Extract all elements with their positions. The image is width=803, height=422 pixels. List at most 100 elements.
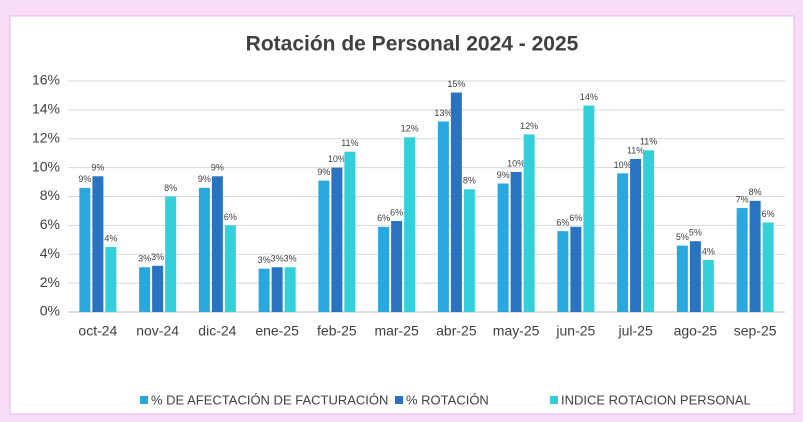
bar	[450, 92, 462, 312]
x-tick-label: sep-25	[734, 323, 777, 339]
chart-title: Rotación de Personal 2024 - 2025	[246, 33, 579, 56]
x-tick-label: ago-25	[674, 323, 718, 339]
y-tick-label: 2%	[40, 274, 60, 290]
bar	[749, 200, 761, 312]
y-tick-label: 4%	[40, 245, 60, 261]
data-label: 8%	[164, 183, 177, 193]
x-tick-label: oct-24	[78, 323, 117, 339]
data-label: 5%	[676, 232, 689, 242]
bar	[630, 158, 642, 312]
bar	[583, 105, 595, 312]
data-label: 3%	[138, 254, 151, 264]
bar	[689, 241, 701, 312]
bar	[105, 247, 117, 312]
bar	[736, 208, 748, 312]
data-label: 3%	[151, 252, 164, 262]
data-label: 3%	[258, 255, 271, 265]
x-tick-label: may-25	[493, 323, 540, 339]
bar	[702, 260, 714, 312]
bar	[344, 151, 356, 312]
bar	[378, 226, 390, 312]
y-tick-label: 14%	[32, 101, 60, 117]
data-label: 6%	[224, 212, 237, 222]
data-label: 8%	[463, 176, 476, 186]
bar	[211, 176, 223, 312]
bar	[617, 173, 629, 312]
bar	[92, 176, 104, 312]
data-label: 6%	[569, 213, 582, 223]
legend-swatch	[395, 396, 403, 404]
bar	[224, 225, 236, 312]
bar	[318, 180, 330, 312]
x-tick-label: feb-25	[317, 323, 357, 339]
data-label: 11%	[627, 145, 644, 155]
bar	[258, 268, 270, 312]
data-label: 15%	[447, 79, 465, 89]
bar	[643, 150, 655, 312]
data-label: 6%	[556, 218, 569, 228]
data-label: 11%	[640, 137, 657, 147]
data-label: 14%	[580, 92, 598, 102]
data-label: 6%	[762, 209, 775, 219]
data-label: 10%	[507, 158, 525, 168]
bar	[570, 226, 582, 312]
x-tick-label: nov-24	[136, 323, 179, 339]
y-tick-label: 10%	[32, 158, 60, 174]
bar	[557, 231, 569, 312]
data-label: 8%	[749, 187, 762, 197]
x-tick-label: abr-25	[436, 323, 477, 339]
bar	[404, 137, 416, 312]
bar	[437, 121, 449, 312]
data-label: 3%	[271, 254, 284, 264]
legend-swatch	[550, 396, 558, 404]
y-tick-label: 0%	[40, 303, 60, 319]
bar	[152, 265, 164, 312]
data-label: 7%	[736, 194, 749, 204]
data-label: 3%	[284, 254, 297, 264]
bar	[331, 167, 343, 312]
bar	[391, 221, 403, 312]
bar	[676, 245, 688, 312]
bar	[139, 267, 151, 312]
data-label: 6%	[390, 207, 403, 217]
data-label: 11%	[341, 138, 358, 148]
data-label: 13%	[434, 108, 452, 118]
data-label: 9%	[317, 167, 330, 177]
bar	[165, 196, 177, 312]
data-label: 12%	[401, 124, 419, 134]
data-label: 5%	[689, 228, 702, 238]
x-tick-label: jun-25	[555, 323, 595, 339]
data-label: 10%	[614, 160, 632, 170]
data-label: 9%	[497, 170, 510, 180]
data-label: 4%	[702, 246, 715, 256]
y-tick-label: 16%	[32, 72, 60, 88]
data-label: 9%	[198, 174, 211, 184]
bar	[762, 222, 774, 312]
data-label: 9%	[78, 174, 91, 184]
x-tick-label: dic-24	[198, 323, 236, 339]
legend-label: % DE AFECTACIÓN DE FACTURACIÓN	[151, 392, 388, 407]
bar	[271, 267, 283, 312]
data-label: 4%	[104, 233, 117, 243]
data-label: 9%	[211, 163, 224, 173]
bar	[510, 171, 522, 312]
x-tick-label: ene-25	[255, 323, 299, 339]
data-label: 6%	[377, 213, 390, 223]
bar	[284, 267, 296, 312]
y-tick-label: 12%	[32, 129, 60, 145]
y-tick-label: 6%	[40, 216, 60, 232]
y-tick-label: 8%	[40, 187, 60, 203]
legend-swatch	[140, 396, 148, 404]
data-label: 10%	[328, 154, 346, 164]
bar	[79, 187, 91, 312]
x-tick-label: jul-25	[618, 323, 653, 339]
data-label: 9%	[91, 163, 104, 173]
legend-label: INDICE ROTACION PERSONAL	[561, 392, 751, 407]
bar	[463, 189, 475, 312]
bar	[198, 187, 210, 312]
bar	[497, 183, 509, 312]
bar	[523, 134, 535, 312]
data-label: 12%	[520, 121, 538, 131]
chart-panel	[9, 15, 795, 415]
x-tick-label: mar-25	[374, 323, 419, 339]
